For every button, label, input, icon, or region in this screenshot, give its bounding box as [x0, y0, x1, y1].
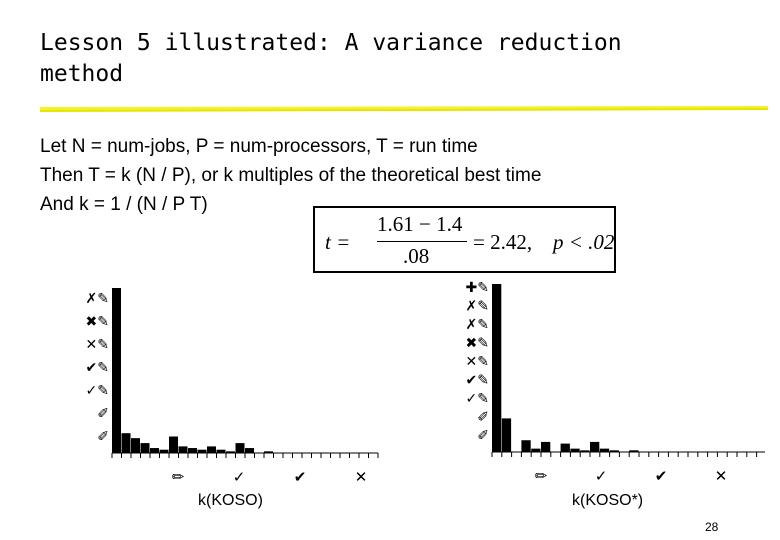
x-tick-label-0-3: ✕ — [355, 468, 368, 486]
y-tick-label-1-2: ✓✎ — [466, 391, 489, 407]
bar-0-2 — [131, 438, 140, 453]
bar-1-1 — [501, 418, 512, 452]
bar-0-9 — [197, 449, 207, 453]
y-tick-label-1-3: ✔✎ — [466, 373, 489, 389]
x-tick-label-0-1: ✓ — [233, 468, 246, 486]
fraction-bar — [377, 241, 467, 242]
y-tick-label-1-7: ✗✎ — [466, 299, 489, 315]
formula-denominator: .08 — [403, 244, 430, 268]
formula-numerator: 1.61 − 1.4 — [377, 212, 463, 236]
bar-0-4 — [150, 448, 159, 453]
x-tick-label-0-2: ✔ — [294, 468, 307, 486]
bar-0-10 — [207, 446, 216, 453]
y-tick-label-0-2: ✓✎ — [86, 383, 109, 399]
x-tick-label-1-1: ✓ — [595, 467, 608, 485]
bar-0-7 — [178, 446, 188, 453]
bar-1-12 — [609, 450, 619, 452]
chart-koso-star-xlabel: k(KOSO*) — [572, 492, 644, 509]
bar-1-4 — [531, 448, 541, 452]
bar-1-11 — [599, 448, 610, 452]
title-underline — [40, 106, 768, 112]
bar-0-3 — [140, 443, 150, 453]
y-tick-label-1-1: ✐ — [477, 410, 489, 426]
y-tick-label-1-8: ✚✎ — [466, 280, 489, 296]
y-tick-label-0-1: ✐ — [97, 406, 109, 422]
formula-result: = 2.42, — [473, 230, 533, 254]
y-tick-label-0-4: ✕✎ — [86, 337, 109, 353]
relationship-line: Then T = k (N / P), or k multiples of th… — [40, 165, 542, 186]
y-tick-label-0-5: ✖✎ — [86, 314, 109, 330]
bar-1-14 — [629, 450, 639, 452]
bar-1-9 — [580, 450, 590, 452]
y-tick-label-1-4: ✕✎ — [466, 354, 489, 370]
bar-0-0 — [112, 288, 121, 453]
y-tick-label-1-0: ✐ — [477, 428, 489, 444]
bar-0-11 — [216, 449, 226, 453]
chart-koso-xlabel: k(KOSO) — [198, 492, 263, 509]
bar-0-14 — [245, 448, 254, 453]
chart-koso: ✐ ✐ ✓✎ ✔✎ ✕✎ ✖✎ ✗✎ ✏ ✓ ✔ ✕ — [86, 288, 379, 486]
y-tick-label-0-3: ✔✎ — [86, 360, 109, 376]
y-tick-label-1-5: ✖✎ — [466, 336, 489, 352]
bar-0-1 — [121, 433, 131, 453]
bar-1-5 — [541, 441, 551, 452]
x-tick-label-1-3: ✕ — [715, 467, 728, 485]
bar-0-8 — [188, 448, 197, 453]
bar-1-3 — [521, 440, 531, 452]
bar-1-8 — [570, 448, 580, 452]
bar-0-13 — [235, 443, 245, 453]
x-tick-label-1-0: ✏ — [535, 467, 548, 485]
definition-line: Let N = num-jobs, P = num-processors, T … — [40, 136, 478, 157]
formula-lhs: t = — [325, 230, 351, 254]
bar-1-10 — [590, 441, 600, 452]
y-tick-label-0-0: ✐ — [97, 429, 109, 445]
page-number: 28 — [705, 520, 719, 534]
bar-0-12 — [226, 451, 235, 453]
t-test-formula: t = 1.61 − 1.4 .08 = 2.42, p < .02 — [313, 206, 616, 273]
chart-koso-star: ✐ ✐ ✓✎ ✔✎ ✕✎ ✖✎ ✗✎ ✗✎ ✚✎ ✏ ✓ ✔ ✕ — [466, 280, 765, 485]
bar-0-6 — [169, 436, 178, 453]
y-tick-label-1-6: ✗✎ — [466, 317, 489, 333]
formula-p-value: p < .02 — [553, 230, 615, 254]
k-definition-line: And k = 1 / (N / P T) — [40, 194, 208, 215]
bar-0-16 — [264, 451, 273, 453]
x-tick-label-1-2: ✔ — [655, 467, 668, 485]
slide-title: Lesson 5 illustrated: A variance reducti… — [40, 30, 622, 87]
bar-1-7 — [560, 443, 570, 452]
x-tick-label-0-0: ✏ — [172, 468, 185, 486]
y-tick-label-0-6: ✗✎ — [86, 291, 109, 307]
bar-0-5 — [159, 449, 169, 453]
bar-1-0 — [492, 284, 502, 452]
